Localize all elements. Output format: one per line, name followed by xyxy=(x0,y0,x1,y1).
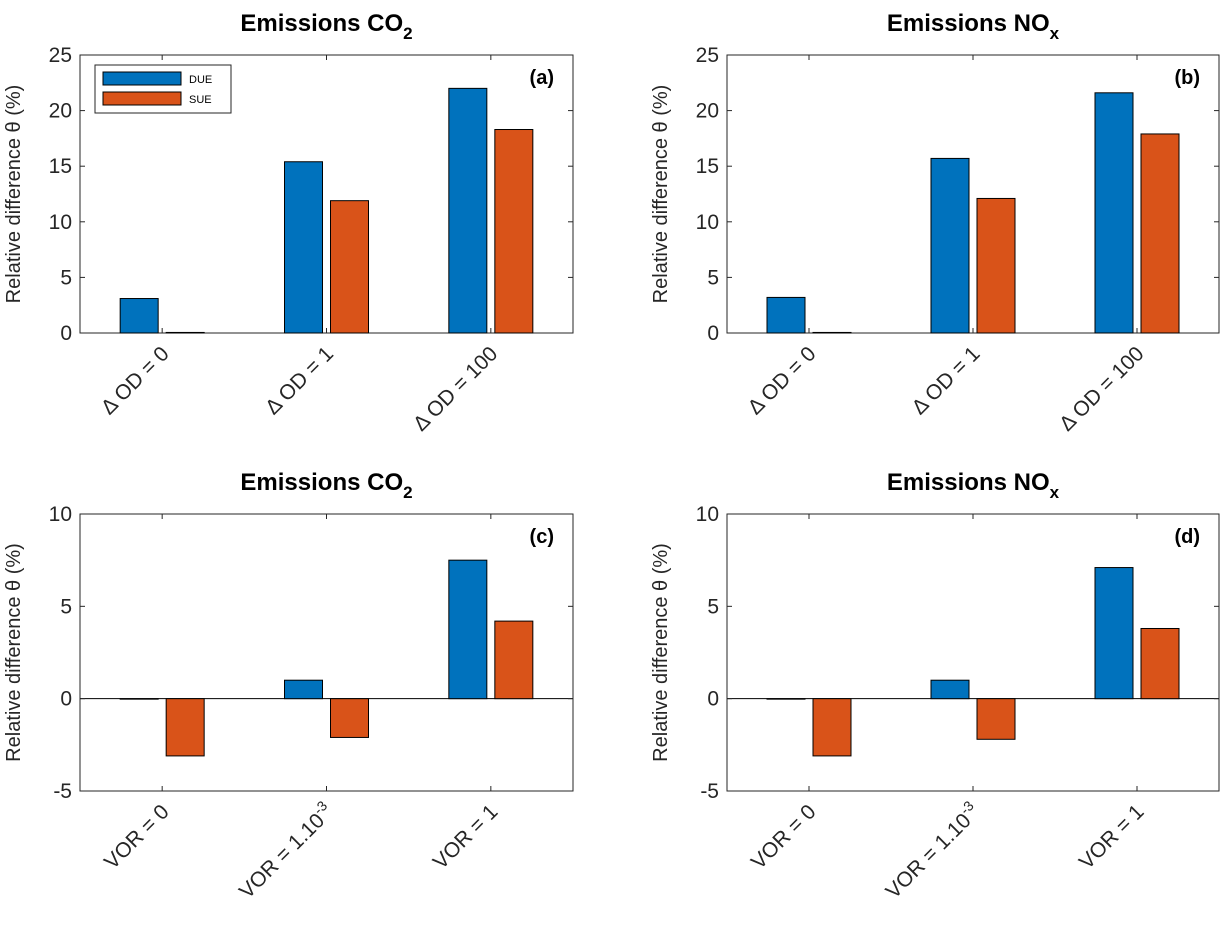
y-tick-label: 5 xyxy=(60,595,72,618)
bar-sue-1 xyxy=(165,698,205,757)
y-tick-label: 15 xyxy=(49,155,72,178)
panel-c: -5 0 5 10 VOR = 0 VOR = 1.10-3 VOR = 1 Emission… xyxy=(3,469,574,903)
y-tick-label: 0 xyxy=(60,322,72,345)
y-tick-label: 15 xyxy=(696,155,719,178)
legend-label-due: DUE xyxy=(189,74,212,86)
bar-due-3 xyxy=(448,87,488,334)
bar-due-1 xyxy=(119,698,159,700)
panel-a: 0 5 10 15 20 25 Δ OD = 0 Δ OD = 1 Δ OD = 100 Emis… xyxy=(3,10,574,436)
x-category-label: Δ OD = 0 xyxy=(744,342,821,419)
panel-label: (c) xyxy=(530,526,554,548)
y-tick-label: 10 xyxy=(696,211,719,234)
y-tick-label: 0 xyxy=(707,688,719,711)
x-category-label: VOR = 1.10-3 xyxy=(879,797,985,903)
bar-due-2 xyxy=(930,157,970,334)
panel-d: -5 0 5 10 VOR = 0 VOR = 1.10-3 VOR = 1 Emission… xyxy=(650,469,1220,903)
x-category-label: Δ OD = 1 xyxy=(908,342,985,419)
bar-sue-3 xyxy=(1140,133,1180,334)
chart-title: Emissions CO2 xyxy=(240,10,412,43)
x-category-label: Δ OD = 100 xyxy=(409,342,502,435)
bar-due-2 xyxy=(284,679,323,700)
bar-sue-2 xyxy=(976,698,1016,740)
x-category-label: VOR = 1 xyxy=(1075,800,1149,874)
bar-due-3 xyxy=(448,559,488,700)
y-tick-label: 0 xyxy=(60,688,72,711)
x-category-label: VOR = 1 xyxy=(429,800,503,874)
y-axis-label: Relative difference θ (%) xyxy=(3,85,25,304)
bar-sue-1 xyxy=(165,331,205,334)
y-axis-label: Relative difference θ (%) xyxy=(650,85,672,304)
bar-sue-3 xyxy=(1140,627,1180,700)
chart-title: Emissions CO2 xyxy=(240,469,412,502)
legend-swatch-due xyxy=(102,71,182,86)
y-tick-label: 25 xyxy=(696,44,719,67)
y-tick-label: 5 xyxy=(707,595,719,618)
bar-due-1 xyxy=(119,298,159,334)
y-tick-label: 0 xyxy=(707,322,719,345)
bar-sue-2 xyxy=(976,197,1016,334)
panel-label: (a) xyxy=(530,67,554,89)
chart-title: Emissions NOx xyxy=(887,10,1060,43)
bar-sue-3 xyxy=(494,620,534,700)
panel-label: (d) xyxy=(1174,526,1200,548)
y-tick-label: 10 xyxy=(49,211,72,234)
panel-b: 0 5 10 15 20 25 Δ OD = 0 Δ OD = 1 Δ OD = 100 Emis… xyxy=(650,10,1220,436)
y-tick-label: 10 xyxy=(696,503,719,526)
y-tick-label: 20 xyxy=(696,100,719,123)
bar-sue-1 xyxy=(812,331,852,334)
x-category-label: VOR = 1.10-3 xyxy=(232,797,338,903)
legend-swatch-sue xyxy=(102,91,182,106)
y-axis-label: Relative difference θ (%) xyxy=(3,543,25,762)
x-category-label: Δ OD = 0 xyxy=(97,342,174,419)
x-category-label: Δ OD = 100 xyxy=(1055,342,1148,435)
bar-sue-2 xyxy=(330,698,369,738)
bar-due-3 xyxy=(1094,567,1134,700)
legend: DUE SUE xyxy=(94,64,232,114)
bar-due-1 xyxy=(766,296,806,334)
legend-label-sue: SUE xyxy=(189,94,212,106)
chart-title: Emissions NOx xyxy=(887,469,1060,502)
panel-label: (b) xyxy=(1174,67,1200,89)
y-tick-label: -5 xyxy=(700,780,719,803)
y-tick-label: 10 xyxy=(49,503,72,526)
y-tick-label: 25 xyxy=(49,44,72,67)
x-category-label: Δ OD = 1 xyxy=(261,342,338,419)
bar-sue-3 xyxy=(494,129,534,334)
y-tick-label: -5 xyxy=(53,780,72,803)
bar-due-3 xyxy=(1094,92,1134,334)
x-category-label: VOR = 0 xyxy=(747,800,821,874)
bar-sue-2 xyxy=(330,200,369,334)
y-axis-label: Relative difference θ (%) xyxy=(650,543,672,762)
bar-due-2 xyxy=(930,679,970,700)
y-tick-label: 5 xyxy=(707,266,719,289)
bar-due-2 xyxy=(284,161,323,334)
y-tick-label: 20 xyxy=(49,100,72,123)
y-tick-label: 5 xyxy=(60,266,72,289)
bar-sue-1 xyxy=(812,698,852,757)
bar-due-1 xyxy=(766,698,806,700)
x-category-label: VOR = 0 xyxy=(100,800,174,874)
